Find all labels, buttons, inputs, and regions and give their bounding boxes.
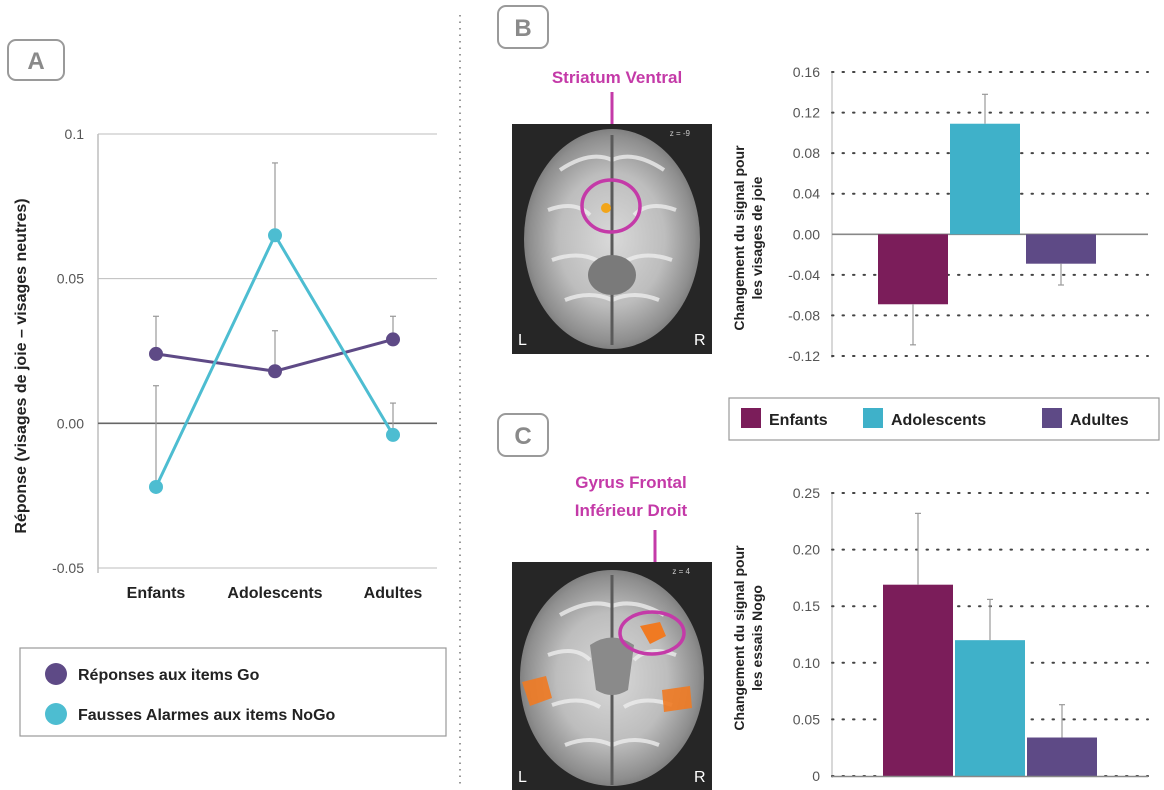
brain-b-right-label: R [694, 332, 706, 349]
panel-a-letter: A [27, 48, 44, 75]
brain-c-activation-ifg [640, 622, 666, 644]
brain-b-z-label: z = -9 [670, 129, 691, 138]
bar-chart-ytick-label: 0 [812, 768, 820, 784]
chart-b-ylabel-line2: les visages de joie [749, 176, 765, 299]
legend-bc-box [728, 397, 1160, 441]
legend-bc: Enfants Adolescents Adultes [728, 397, 1160, 441]
brain-c-right-label: R [694, 769, 706, 786]
legend-adolescents-swatch [863, 408, 883, 428]
legend-nogo-label: Fausses Alarmes aux items NoGo [78, 707, 336, 724]
chart-c-ylabel-line2: les essais Nogo [749, 585, 765, 691]
chart-a-point [386, 332, 400, 347]
panel-b: B Striatum Ventral z = -9 L R Changement… [497, 5, 1160, 441]
bar-chart-ytick-label: -0.08 [788, 307, 820, 323]
legend-enfants-label: Enfants [769, 412, 828, 429]
chart-a-point [149, 346, 163, 361]
chart-a-ytick-label: 0.1 [65, 126, 85, 142]
bar-adultes [1026, 234, 1096, 264]
chart-a-xtick-label: Adultes [364, 585, 423, 602]
legend-adolescents-label: Adolescents [891, 412, 986, 429]
panel-c-letter: C [514, 423, 531, 450]
legend-nogo-marker [45, 703, 67, 725]
legend-adultes-swatch [1042, 408, 1062, 428]
chart-a-point [149, 479, 163, 494]
chart-a-xtick-label: Enfants [127, 585, 186, 602]
bar-chart-ytick-label: 0.16 [793, 64, 820, 80]
region-circle-gyrus [618, 610, 686, 656]
bar-chart-ytick-label: 0.08 [793, 145, 820, 161]
chart-a-point [386, 427, 400, 442]
chart-a-ytick-label: 0.00 [57, 415, 84, 431]
panel-a-badge [7, 39, 65, 81]
brain-c-activation-right [662, 686, 692, 712]
brain-b-activation [601, 203, 611, 213]
chart-c-bars [832, 512, 1148, 778]
chart-c: Changement du signal pour les essais Nog… [731, 485, 1149, 784]
bar-chart-ytick-label: 0.00 [793, 226, 820, 242]
bar-adolescents [955, 640, 1025, 776]
region-label-striatum: Striatum Ventral [552, 68, 682, 87]
bar-chart-ytick-label: -0.04 [788, 267, 820, 283]
region-circle-striatum [580, 178, 642, 234]
bar-chart-ytick-label: 0.25 [793, 485, 820, 501]
chart-c-yticks: 0.25 0.20 0.15 0.10 0.05 0 [793, 485, 820, 784]
legend-a: Réponses aux items Go Fausses Alarmes au… [19, 647, 447, 737]
panel-c-badge [497, 413, 549, 457]
legend-enfants-swatch [741, 408, 761, 428]
chart-a-xticks: Enfants Adolescents Adultes [127, 585, 423, 602]
brain-b-ventricle [588, 255, 636, 295]
bar-chart-ytick-label: 0.10 [793, 655, 820, 671]
brain-slice-c: z = 4 L R [512, 562, 712, 790]
bar-enfants [883, 584, 953, 776]
chart-b-yticks: 0.16 0.12 0.08 0.04 0.00 -0.04 -0.08 -0.12 [788, 64, 820, 364]
bar-adolescents [950, 123, 1020, 235]
brain-c-z-label: z = 4 [672, 567, 690, 576]
chart-b: Changement du signal pour les visages de… [731, 64, 1149, 364]
legend-adultes-label: Adultes [1070, 412, 1129, 429]
chart-c-ylabel-line1: Changement du signal pour [731, 545, 747, 731]
bar-chart-ytick-label: 0.20 [793, 542, 820, 558]
chart-a-series [149, 162, 400, 494]
legend-a-box [19, 647, 447, 737]
region-label-gyrus-line2: Inférieur Droit [575, 501, 688, 520]
brain-c-activation-left [522, 676, 552, 706]
chart-a-ylabel: Réponse (visages de joie – visages neutr… [13, 198, 30, 533]
chart-a-point [268, 364, 282, 379]
chart-b-ylabel-line1: Changement du signal pour [731, 145, 747, 331]
chart-a-gridlines [98, 133, 437, 569]
brain-c-ventricles [590, 637, 634, 695]
bar-adultes [1027, 737, 1097, 776]
legend-go-marker [45, 663, 67, 685]
panel-b-badge [497, 5, 549, 49]
chart-a-ytick-label: 0.05 [57, 271, 84, 287]
bar-chart-ytick-label: 0.15 [793, 598, 820, 614]
chart-a-ytick-label: -0.05 [52, 560, 84, 576]
bar-chart-ytick-label: -0.12 [788, 348, 820, 364]
chart-a-yticks: 0.1 0.05 0.00 -0.05 [52, 126, 84, 576]
panel-b-letter: B [514, 15, 531, 42]
bar-enfants [878, 234, 948, 305]
bar-chart-ytick-label: 0.05 [793, 711, 820, 727]
chart-b-bars [878, 93, 1096, 346]
panel-c: C Gyrus Frontal Inférieur Droit z = 4 L … [497, 413, 1149, 790]
chart-a: Réponse (visages de joie – visages neutr… [13, 126, 437, 602]
legend-go-label: Réponses aux items Go [78, 667, 260, 684]
bar-chart-ytick-label: 0.04 [793, 186, 820, 202]
chart-a-point [268, 228, 282, 243]
brain-b-left-label: L [518, 332, 527, 349]
chart-a-xtick-label: Adolescents [227, 585, 322, 602]
panel-a: A Réponse (visages de joie – visages neu… [7, 39, 447, 737]
brain-c-left-label: L [518, 769, 527, 786]
bar-chart-ytick-label: 0.12 [793, 105, 820, 121]
region-label-gyrus-line1: Gyrus Frontal [575, 473, 686, 492]
brain-slice-b: z = -9 L R [512, 124, 712, 354]
